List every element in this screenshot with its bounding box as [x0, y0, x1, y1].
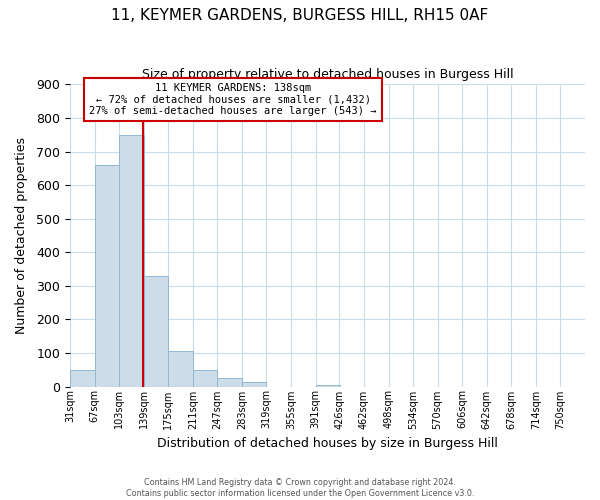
Text: 11 KEYMER GARDENS: 138sqm
← 72% of detached houses are smaller (1,432)
27% of se: 11 KEYMER GARDENS: 138sqm ← 72% of detac…: [89, 83, 377, 116]
Title: Size of property relative to detached houses in Burgess Hill: Size of property relative to detached ho…: [142, 68, 514, 80]
Bar: [95, 165, 119, 386]
Text: 11, KEYMER GARDENS, BURGESS HILL, RH15 0AF: 11, KEYMER GARDENS, BURGESS HILL, RH15 0…: [112, 8, 488, 22]
Y-axis label: Number of detached properties: Number of detached properties: [15, 137, 28, 334]
Bar: [144, 276, 168, 386]
Bar: [242, 382, 266, 386]
Bar: [193, 370, 217, 386]
X-axis label: Distribution of detached houses by size in Burgess Hill: Distribution of detached houses by size …: [157, 437, 498, 450]
Text: Contains HM Land Registry data © Crown copyright and database right 2024.
Contai: Contains HM Land Registry data © Crown c…: [126, 478, 474, 498]
Bar: [70, 370, 95, 386]
Bar: [316, 385, 340, 386]
Bar: [217, 378, 242, 386]
Bar: [119, 135, 144, 386]
Bar: [168, 352, 193, 386]
